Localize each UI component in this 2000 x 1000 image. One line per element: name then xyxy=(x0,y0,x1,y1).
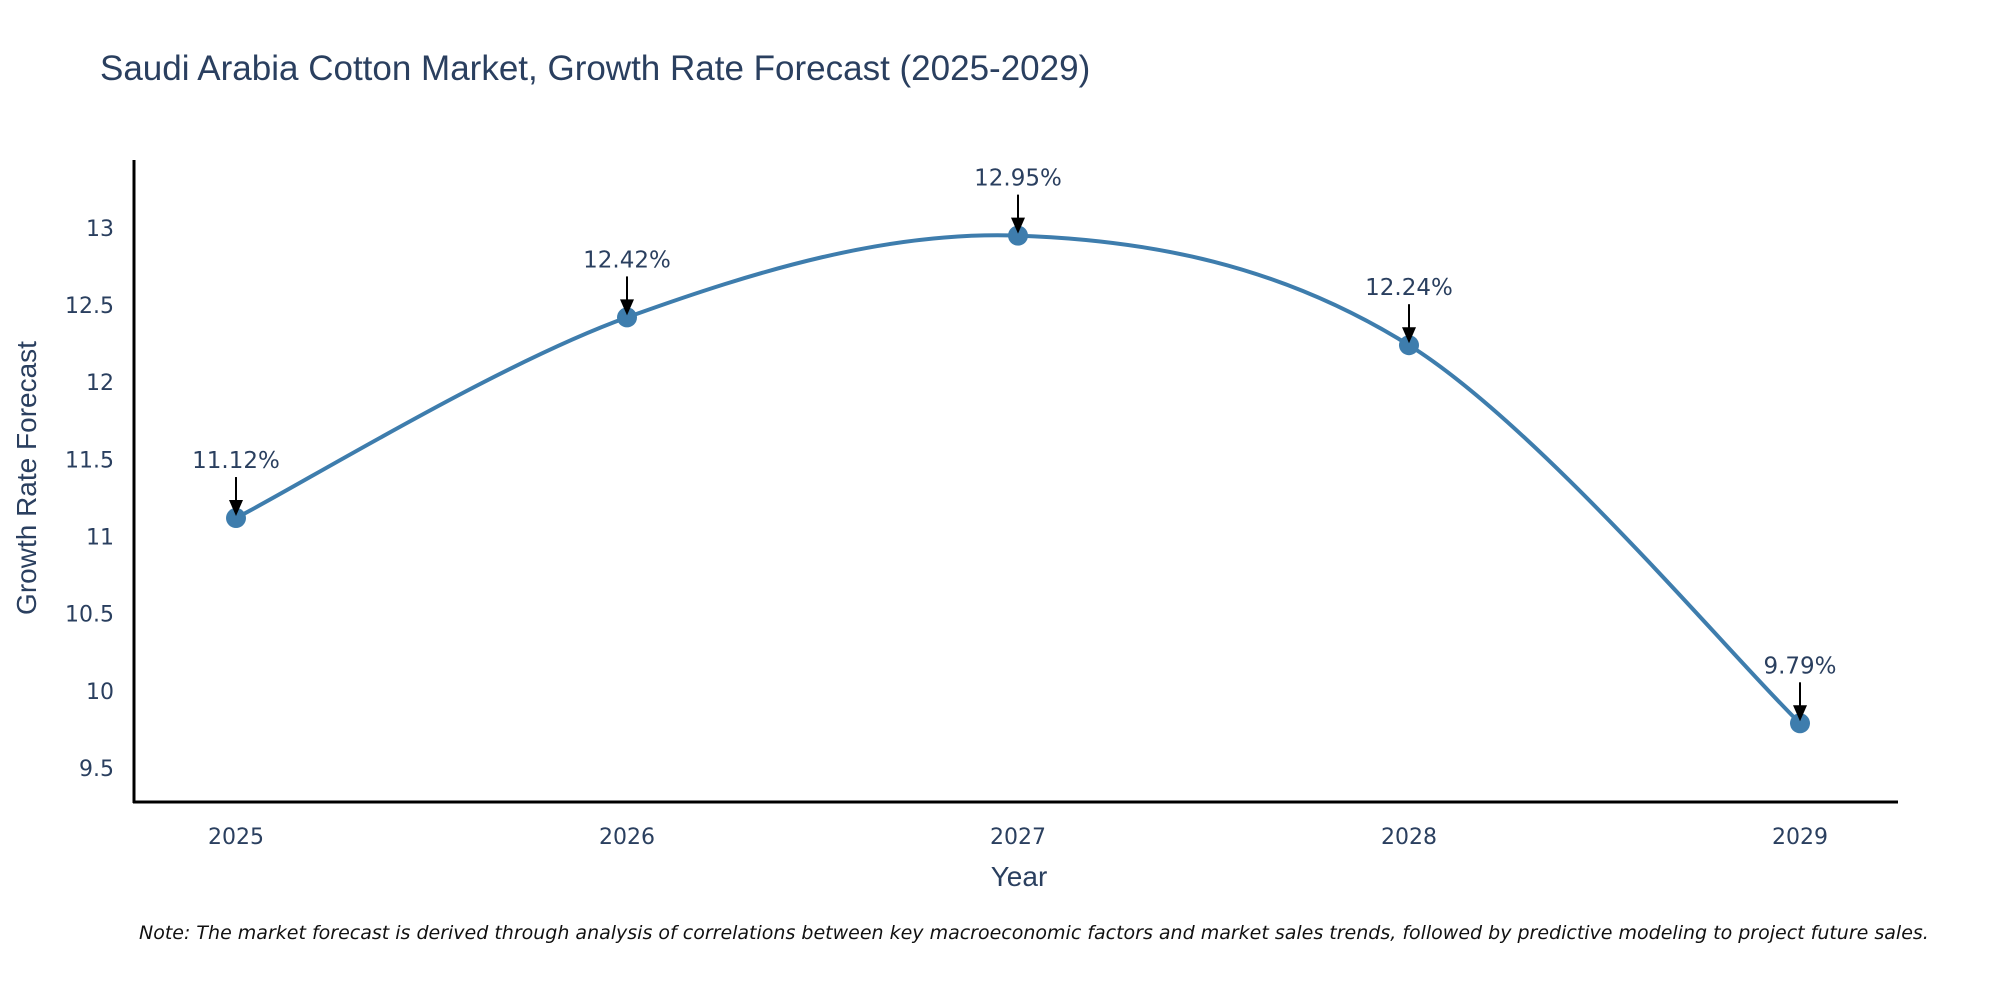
annotation-arrowhead xyxy=(1402,327,1416,344)
data-point xyxy=(226,508,246,529)
data-point xyxy=(617,307,637,328)
x-tick-label: 2027 xyxy=(990,825,1046,850)
forecast-note: Note: The market forecast is derived thr… xyxy=(139,922,1929,944)
y-tick-label: 12.5 xyxy=(65,294,114,319)
x-tick-label: 2025 xyxy=(208,825,264,850)
y-axis: 9.5 10 10.5 11 11.5 12 12.5 13 xyxy=(65,160,136,803)
data-point xyxy=(1008,225,1028,246)
data-point xyxy=(1399,335,1419,356)
data-label: 11.12% xyxy=(192,448,280,474)
data-label: 12.42% xyxy=(583,247,671,273)
annotation-arrowhead xyxy=(1011,217,1025,234)
y-tick-label: 11.5 xyxy=(65,448,114,473)
y-tick-label: 10.5 xyxy=(65,603,114,628)
data-label: 9.79% xyxy=(1763,653,1836,679)
y-tick-label: 13 xyxy=(86,217,114,242)
x-tick-label: 2026 xyxy=(599,825,655,850)
y-tick-label: 10 xyxy=(86,680,114,705)
x-tick-label: 2029 xyxy=(1772,825,1828,850)
y-axis-title: Growth Rate Forecast xyxy=(11,341,42,615)
y-tick-label: 9.5 xyxy=(79,757,114,782)
x-axis-title: Year xyxy=(991,861,1048,892)
x-axis: 2025 2026 2027 2028 2029 xyxy=(133,800,1898,850)
series-growth-rate xyxy=(226,225,1810,734)
y-tick-label: 11 xyxy=(86,526,114,551)
annotation-arrowhead xyxy=(229,500,243,517)
chart-title: Saudi Arabia Cotton Market, Growth Rate … xyxy=(100,49,1090,88)
series-line xyxy=(234,233,1802,726)
y-tick-label: 12 xyxy=(86,371,114,396)
data-point xyxy=(1790,713,1810,734)
data-label: 12.95% xyxy=(974,166,1062,192)
annotation-arrowhead xyxy=(620,299,634,316)
data-annotations: 11.12% 12.42% 12.95% 12.24% 9.79% xyxy=(192,166,1837,722)
x-tick-label: 2028 xyxy=(1381,825,1437,850)
annotation-arrowhead xyxy=(1793,705,1807,722)
data-label: 12.24% xyxy=(1365,275,1453,301)
